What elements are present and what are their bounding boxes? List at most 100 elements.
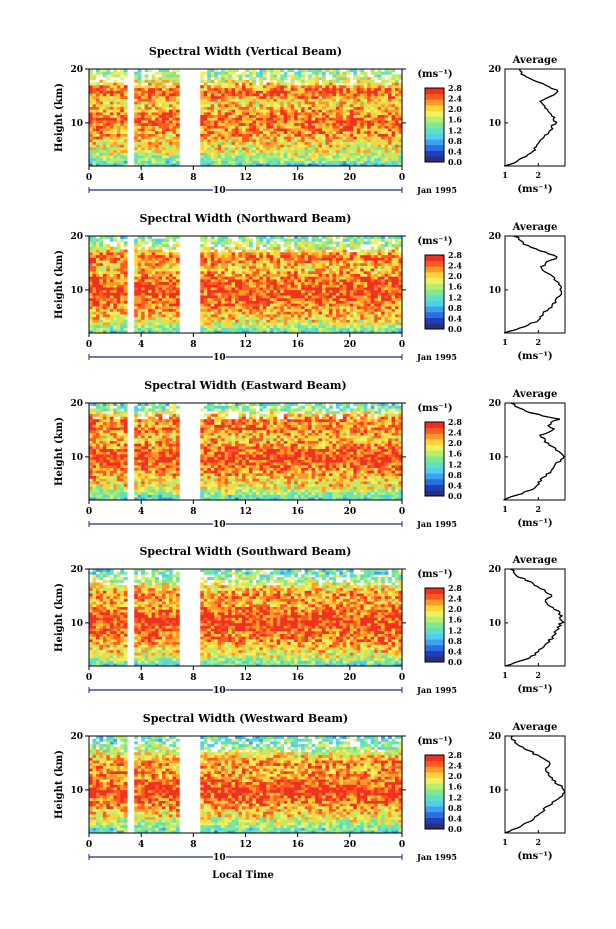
heatmap-cell [266, 69, 271, 72]
heatmap-cell [304, 314, 309, 318]
heatmap-cell [342, 141, 347, 145]
heatmap-cell [391, 117, 396, 121]
heatmap-cell [294, 98, 298, 102]
heatmap-cell [283, 114, 288, 118]
heatmap-cell [335, 109, 340, 113]
heatmap-cell [109, 308, 114, 312]
heatmap-cell [259, 114, 264, 118]
heatmap-cell [165, 147, 170, 151]
heatmap-cell [283, 303, 288, 307]
heatmap-cell [134, 104, 138, 108]
heatmap-cell [346, 79, 351, 83]
heatmap-cell [148, 87, 152, 91]
heatmap-cell [311, 155, 316, 159]
heatmap-cell [137, 125, 142, 129]
heatmap-cell [162, 157, 166, 161]
heatmap-cell [242, 236, 246, 239]
heatmap-cell [297, 287, 302, 291]
heatmap-cell [248, 71, 253, 75]
heatmap-cell [231, 300, 236, 304]
heatmap-cell [224, 241, 229, 245]
heatmap-cell [318, 114, 323, 118]
heatmap-cell [252, 155, 257, 159]
heatmap-cell [311, 287, 316, 291]
heatmap-cell [339, 98, 344, 102]
heatmap-cell [155, 319, 159, 323]
heatmap-cell [144, 292, 149, 296]
heatmap-cell [172, 316, 177, 320]
heatmap-cell [255, 268, 260, 272]
heatmap-cell [116, 324, 121, 328]
heatmap-cell [148, 252, 152, 256]
heatmap-cell [95, 281, 100, 285]
heatmap-cell [224, 104, 229, 108]
heatmap-cell [360, 133, 365, 137]
heatmap-cell [221, 109, 225, 113]
heatmap-cell [155, 308, 159, 312]
heatmap-cell [252, 157, 257, 161]
heatmap-cell [155, 244, 159, 248]
heatmap-cell [304, 101, 309, 105]
heatmap-cell [395, 98, 399, 102]
heatmap-cell [228, 254, 232, 258]
heatmap-cell [322, 236, 326, 239]
heatmap-cell [308, 322, 312, 326]
heatmap-cell [228, 141, 232, 145]
heatmap-cell [175, 257, 180, 261]
heatmap-cell [301, 125, 305, 129]
heatmap-cell [248, 241, 253, 245]
heatmap-cell [217, 330, 222, 334]
heatmap-cell [328, 147, 333, 151]
heatmap-cell [116, 254, 121, 258]
heatmap-cell [259, 252, 264, 256]
heatmap-cell [287, 316, 292, 320]
heatmap-cell [155, 117, 159, 121]
heatmap-cell [266, 322, 271, 326]
heatmap-cell [102, 244, 107, 248]
heatmap-cell [210, 295, 215, 299]
heatmap-cell [116, 314, 121, 318]
heatmap-cell [342, 122, 347, 126]
heatmap-cell [200, 139, 205, 143]
heatmap-cell [398, 104, 403, 108]
heatmap-cell [304, 265, 309, 269]
heatmap-cell [123, 303, 128, 307]
heatmap-cell [318, 139, 323, 143]
heatmap-cell [283, 287, 288, 291]
heatmap-cell [328, 101, 333, 105]
heatmap-cell [339, 79, 344, 83]
heatmap-cell [266, 260, 271, 264]
heatmap-cell [158, 114, 163, 118]
heatmap-cell [280, 273, 285, 277]
heatmap-cell [224, 327, 229, 331]
heatmap-cell [141, 155, 145, 159]
heatmap-cell [294, 273, 298, 277]
heatmap-cell [120, 149, 125, 153]
heatmap-cell [276, 122, 281, 126]
heatmap-cell [89, 160, 93, 164]
heatmap-cell [89, 82, 93, 86]
heatmap-cell [224, 292, 229, 296]
heatmap-cell [269, 314, 274, 318]
heatmap-cell [95, 82, 100, 86]
heatmap-cell [273, 114, 278, 118]
heatmap-cell [342, 95, 347, 99]
heatmap-cell [308, 106, 312, 110]
heatmap-cell [106, 139, 111, 143]
heatmap-cell [374, 109, 378, 113]
heatmap-cell [214, 265, 218, 269]
heatmap-cell [162, 149, 166, 153]
heatmap-cell [290, 114, 295, 118]
heatmap-cell [311, 238, 316, 242]
heatmap-cell [283, 147, 288, 151]
heatmap-cell [262, 147, 267, 151]
heatmap-cell [106, 271, 111, 275]
heatmap-cell [200, 141, 205, 145]
heatmap-cell [120, 122, 125, 126]
heatmap-cell [242, 125, 246, 129]
heatmap-cell [113, 160, 118, 164]
heatmap-cell [353, 114, 358, 118]
heatmap-cell [210, 287, 215, 291]
heatmap-cell [172, 149, 177, 153]
heatmap-cell [301, 122, 305, 126]
